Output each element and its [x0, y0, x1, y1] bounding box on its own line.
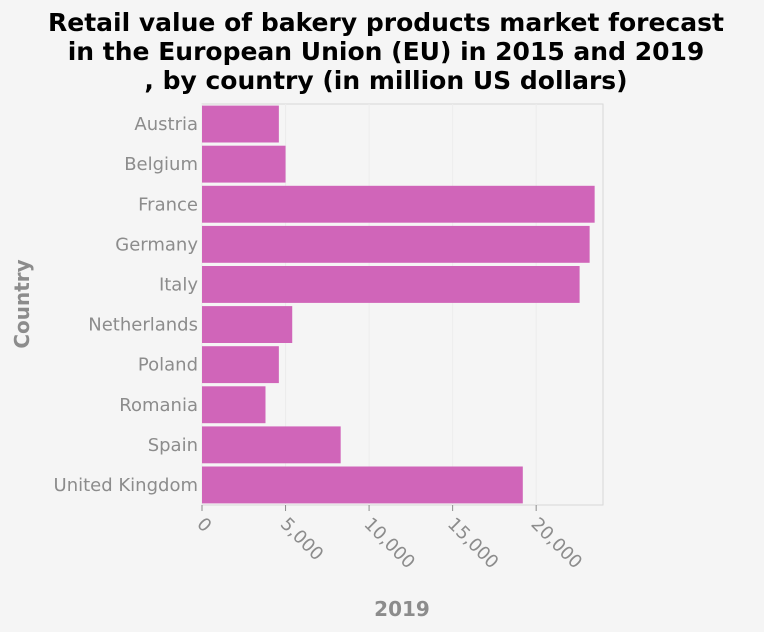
category-label-france: France	[138, 194, 198, 215]
bar-spain	[202, 426, 341, 464]
bar-poland	[202, 346, 279, 384]
y-axis-title: Country	[10, 259, 34, 348]
category-labels: Austria Belgium France Germany Italy Netherla…	[54, 114, 199, 496]
bar-france	[202, 185, 595, 223]
category-label-netherlands: Netherlands	[88, 315, 198, 336]
category-label-spain: Spain	[148, 435, 198, 456]
chart-title-line-1: Retail value of bakery products market f…	[48, 8, 724, 37]
chart-title-line-2: in the European Union (EU) in 2015 and 2…	[68, 37, 705, 66]
x-tick-label-1: 5,000	[276, 514, 327, 565]
x-ticks: 0 5,000 10,000 15,000 20,000	[192, 505, 586, 573]
category-label-belgium: Belgium	[124, 154, 198, 175]
bar-belgium	[202, 145, 286, 183]
x-tick-label-0: 0	[192, 514, 215, 537]
x-tick-label-3: 15,000	[443, 514, 502, 573]
category-label-germany: Germany	[115, 234, 198, 255]
category-label-romania: Romania	[119, 395, 198, 416]
chart-title-line-3: , by country (in million US dollars)	[144, 66, 627, 95]
category-label-austria: Austria	[134, 114, 198, 135]
bars	[202, 105, 595, 504]
bar-germany	[202, 225, 590, 263]
x-axis-title: 2019	[374, 597, 430, 621]
bar-romania	[202, 386, 266, 424]
category-label-poland: Poland	[138, 355, 198, 376]
bar-austria	[202, 105, 279, 143]
category-label-italy: Italy	[159, 274, 198, 295]
x-tick-label-2: 10,000	[360, 514, 419, 573]
x-tick-label-4: 20,000	[527, 514, 586, 573]
bar-italy	[202, 266, 580, 303]
bar-netherlands	[202, 306, 293, 343]
bar-united-kingdom	[202, 466, 523, 504]
category-label-united-kingdom: United Kingdom	[54, 475, 198, 496]
